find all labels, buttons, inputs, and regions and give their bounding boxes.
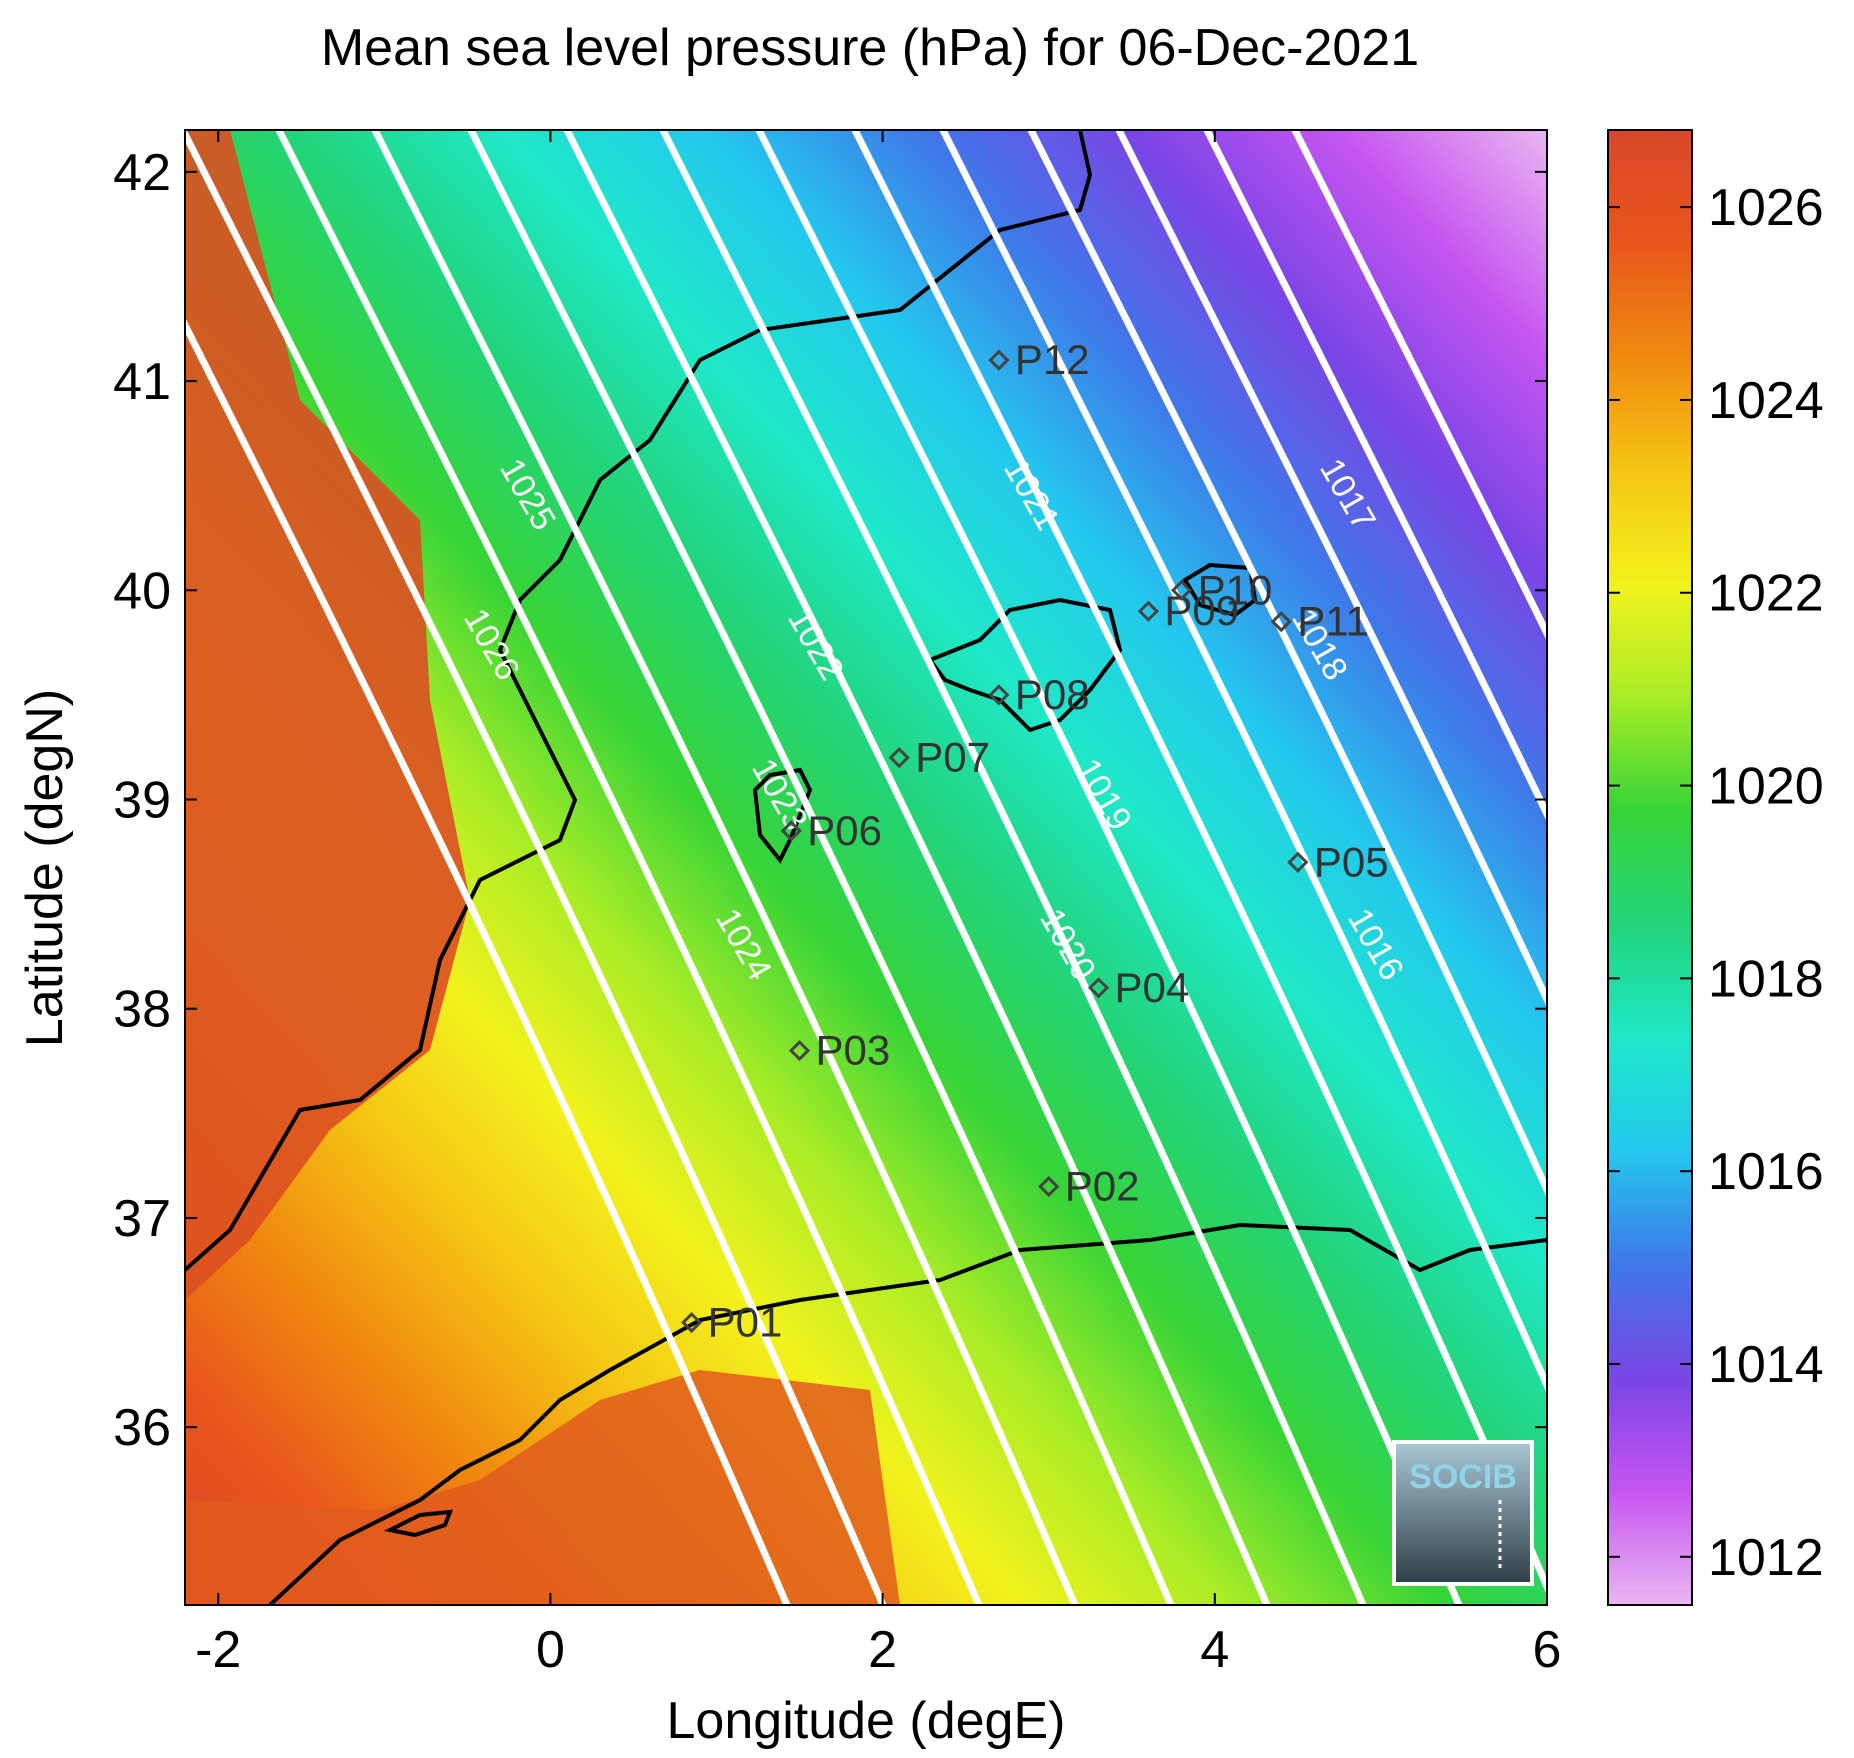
station-label: P06	[807, 807, 882, 854]
station-label: P11	[1297, 598, 1369, 645]
station-label: P12	[1015, 336, 1090, 383]
y-tick-label: 41	[113, 353, 171, 411]
station-marker	[680, 1311, 703, 1334]
x-axis-title: Longitude (degE)	[667, 1692, 1066, 1750]
isobar-line	[467, 130, 1175, 1605]
island-mallorca	[926, 597, 1123, 733]
isobar-line	[371, 130, 1079, 1605]
station-marker	[1287, 851, 1309, 873]
colorbar-tick-label: 1012	[1708, 1529, 1824, 1587]
station-label: P02	[1065, 1163, 1140, 1210]
isobar-line	[659, 130, 1367, 1605]
coastline-iberia	[185, 130, 1093, 1272]
colorbar-tick-label: 1022	[1708, 565, 1824, 623]
y-tick-label: 39	[113, 772, 171, 830]
isobar-line	[1291, 130, 1547, 642]
station-label: P07	[915, 734, 990, 781]
station-marker	[988, 349, 1010, 371]
station-marker	[1270, 611, 1292, 633]
isobar-line	[185, 130, 887, 1605]
station-label: P01	[708, 1299, 783, 1346]
colorbar-tick-label: 1026	[1708, 179, 1824, 237]
island-ibiza	[752, 767, 813, 864]
colorbar-tick-label: 1014	[1708, 1336, 1824, 1394]
station-label: P08	[1015, 671, 1090, 718]
x-tick-label: -2	[195, 1621, 241, 1679]
socib-logo-text: SOCIB	[1409, 1458, 1517, 1496]
island-alboran	[383, 1509, 454, 1538]
y-tick-label: 42	[113, 144, 171, 202]
y-tick-label: 36	[113, 1399, 171, 1457]
station-label: P04	[1115, 964, 1190, 1011]
colorbar-ticks: 1012 1014 1016 1018 1020 1022 1024 1026	[1608, 179, 1824, 1587]
colorbar-tick-label: 1016	[1708, 1143, 1824, 1201]
x-tick-label: 2	[868, 1621, 897, 1679]
map-title: Mean sea level pressure (hPa) for 06-Dec…	[320, 19, 1420, 77]
isobar-line	[1115, 130, 1547, 1008]
isobar-line	[185, 317, 791, 1605]
station-marker	[1087, 977, 1110, 999]
y-tick-label: 40	[113, 562, 171, 620]
africa-land-high-pressure	[185, 1370, 900, 1605]
station-marker	[888, 747, 910, 769]
isobar-line	[851, 130, 1547, 1596]
iberia-land-high-pressure	[185, 130, 470, 1300]
station-marker	[1038, 1175, 1060, 1198]
y-tick-label: 37	[113, 1190, 171, 1248]
x-tick-label: 6	[1533, 1621, 1562, 1679]
station-marker	[1137, 600, 1159, 622]
station-marker	[1170, 579, 1193, 601]
x-tick-label: 4	[1200, 1621, 1229, 1679]
station-marker	[788, 1039, 811, 1062]
station-label: P05	[1314, 838, 1389, 885]
station-label: P03	[816, 1027, 891, 1074]
station-marker	[988, 684, 1010, 706]
island-menorca	[1182, 562, 1258, 618]
y-tick-label: 38	[113, 981, 171, 1039]
colorbar-tick-label: 1024	[1708, 372, 1824, 430]
map-axes: -2 0 2 4 6 36 37 38 39 40 41 42	[113, 130, 1561, 1679]
colorbar-tick-label: 1018	[1708, 950, 1824, 1008]
map-frame	[184, 129, 1548, 1606]
colorbar-tick-label: 1020	[1708, 758, 1824, 816]
coastline-africa	[268, 1222, 1547, 1605]
colorbar	[1607, 129, 1693, 1606]
y-axis-title: Latitude (degN)	[16, 689, 74, 1047]
socib-logo: SOCIB	[1392, 1440, 1534, 1586]
x-tick-label: 0	[536, 1621, 565, 1679]
isobar-line	[755, 130, 1463, 1605]
isobar-line	[563, 130, 1271, 1605]
isobar-line	[1203, 130, 1547, 823]
isobar-line	[1027, 130, 1547, 1199]
isobar-line	[275, 130, 983, 1605]
station-marker	[780, 820, 802, 842]
isobar-line	[939, 130, 1547, 1394]
station-label: P10	[1198, 566, 1273, 613]
